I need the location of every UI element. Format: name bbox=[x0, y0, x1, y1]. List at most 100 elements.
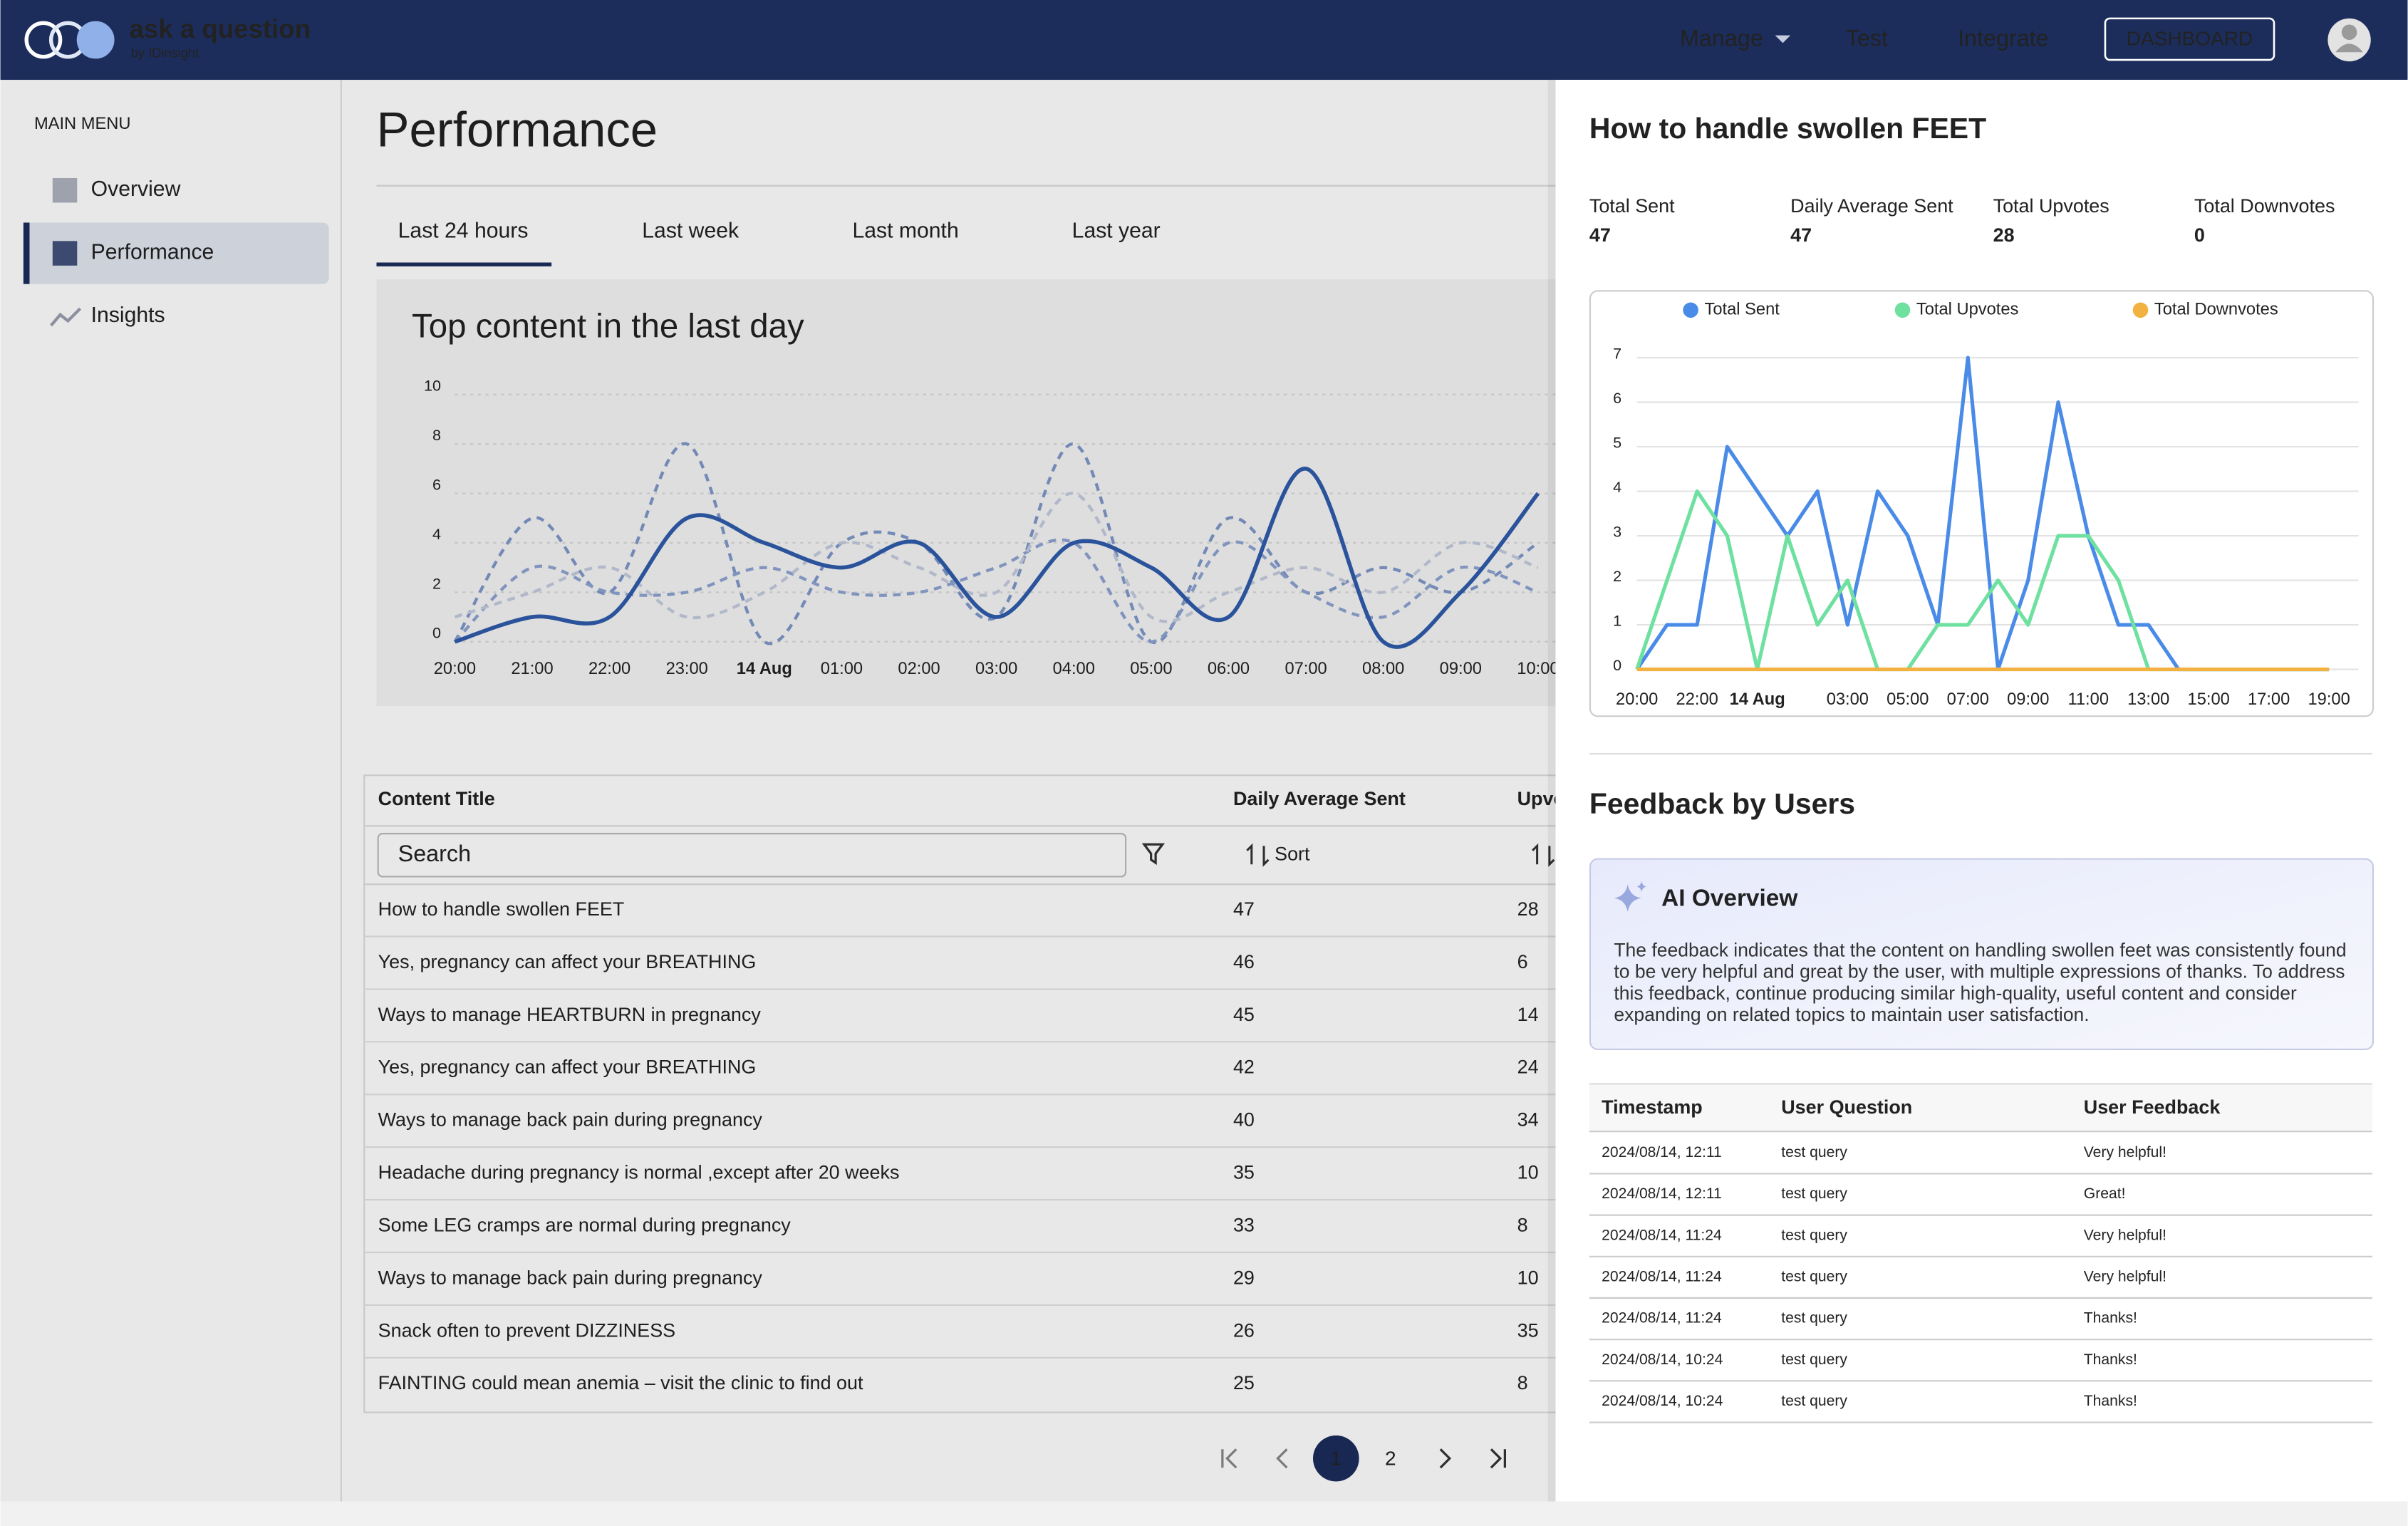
menu-item[interactable]: Performance bbox=[91, 241, 214, 264]
table-cell: Very helpful! bbox=[2084, 1227, 2166, 1243]
brand-name: ask a question bbox=[130, 14, 311, 43]
tab[interactable]: Last 24 hours bbox=[398, 219, 529, 242]
table-cell: 2024/08/14, 12:11 bbox=[1602, 1185, 1722, 1202]
x-tick-label: 07:00 bbox=[1285, 660, 1327, 678]
page-nav-arrow[interactable] bbox=[1439, 1448, 1452, 1469]
page-nav-arrow[interactable] bbox=[1276, 1448, 1288, 1469]
table-cell: 35 bbox=[1233, 1162, 1255, 1183]
x-tick-label: 02:00 bbox=[898, 660, 940, 678]
table-cell: 40 bbox=[1233, 1109, 1255, 1131]
x-tick-label: 22:00 bbox=[588, 660, 630, 678]
column-header: User Feedback bbox=[2084, 1096, 2221, 1118]
legend-label: Total Downvotes bbox=[2154, 301, 2278, 319]
table-cell: Thanks! bbox=[2084, 1393, 2137, 1409]
table-cell: 47 bbox=[1233, 898, 1255, 920]
table-cell: 45 bbox=[1233, 1004, 1255, 1025]
table-cell: test query bbox=[1781, 1351, 1847, 1368]
table-cell: 2024/08/14, 11:24 bbox=[1602, 1227, 1722, 1243]
menu-item-selected-bar bbox=[23, 222, 30, 284]
y-tick-label: 4 bbox=[1613, 479, 1621, 496]
legend-swatch bbox=[2132, 302, 2149, 318]
sort-label[interactable]: Sort bbox=[1275, 843, 1310, 864]
x-tick-label: 15:00 bbox=[2188, 690, 2230, 709]
nav-link[interactable]: Test bbox=[1846, 26, 1888, 51]
x-tick-label: 09:00 bbox=[1440, 660, 1482, 678]
table-cell[interactable]: Yes, pregnancy can affect your BREATHING bbox=[378, 1057, 757, 1078]
table-cell[interactable]: FAINTING could mean anemia – visit the c… bbox=[378, 1372, 863, 1393]
y-tick-label: 4 bbox=[432, 526, 441, 543]
filter-icon[interactable] bbox=[1141, 843, 1166, 866]
y-tick-label: 5 bbox=[1613, 434, 1621, 451]
table-cell: Thanks! bbox=[2084, 1310, 2137, 1327]
table-cell[interactable]: Ways to manage back pain during pregnanc… bbox=[378, 1109, 763, 1131]
tab[interactable]: Last week bbox=[642, 219, 739, 242]
y-tick-label: 1 bbox=[1613, 612, 1621, 629]
table-cell: 2024/08/14, 11:24 bbox=[1602, 1268, 1722, 1284]
menu-item[interactable]: Overview bbox=[91, 177, 181, 201]
table-cell[interactable]: Ways to manage back pain during pregnanc… bbox=[378, 1267, 763, 1288]
table-cell: Very helpful! bbox=[2084, 1268, 2166, 1284]
y-tick-label: 0 bbox=[432, 625, 441, 642]
brand-byline: by IDinsight bbox=[131, 45, 199, 60]
table-cell: 25 bbox=[1233, 1372, 1255, 1393]
table-cell: 8 bbox=[1517, 1372, 1528, 1393]
y-tick-label: 6 bbox=[1613, 390, 1621, 407]
table-cell: 10 bbox=[1517, 1267, 1539, 1288]
sort-icon[interactable] bbox=[1532, 843, 1555, 867]
search-placeholder[interactable]: Search bbox=[398, 841, 471, 866]
table-cell[interactable]: Some LEG cramps are normal during pregna… bbox=[378, 1214, 792, 1235]
stat-value: 0 bbox=[2194, 224, 2205, 246]
tab[interactable]: Last year bbox=[1072, 219, 1161, 242]
column-header: Content Title bbox=[378, 788, 495, 809]
table-cell: 2024/08/14, 10:24 bbox=[1602, 1351, 1723, 1368]
chart-card bbox=[376, 279, 1574, 707]
table-cell: test query bbox=[1781, 1268, 1847, 1284]
x-tick-label: 08:00 bbox=[1362, 660, 1404, 678]
table-cell: 10 bbox=[1517, 1162, 1539, 1183]
table-cell: 26 bbox=[1233, 1319, 1255, 1341]
table-cell[interactable]: Yes, pregnancy can affect your BREATHING bbox=[378, 951, 757, 972]
column-header: User Question bbox=[1781, 1096, 1912, 1118]
stat-label: Total Sent bbox=[1589, 195, 1675, 217]
sort-icon[interactable] bbox=[1246, 843, 1270, 867]
section-title: Feedback by Users bbox=[1589, 787, 1855, 820]
series-line bbox=[453, 442, 1540, 645]
table-cell[interactable]: Snack often to prevent DIZZINESS bbox=[378, 1319, 675, 1341]
x-tick-label: 21:00 bbox=[511, 660, 553, 678]
legend-swatch bbox=[1894, 302, 1911, 318]
page-number[interactable]: 1 bbox=[1331, 1448, 1342, 1470]
ai-overview-title: AI Overview bbox=[1661, 886, 1798, 912]
ai-overview-card bbox=[1589, 858, 2375, 1050]
stat-value: 47 bbox=[1589, 224, 1611, 246]
table-cell[interactable]: Ways to manage HEARTBURN in pregnancy bbox=[378, 1004, 762, 1025]
x-tick-label: 05:00 bbox=[1130, 660, 1172, 678]
x-tick-label: 03:00 bbox=[1827, 690, 1869, 709]
x-tick-label: 01:00 bbox=[821, 660, 863, 678]
column-header: Daily Average Sent bbox=[1233, 788, 1406, 809]
nav-link[interactable]: Manage bbox=[1680, 26, 1763, 51]
x-tick-label: 10:00 bbox=[1517, 660, 1559, 678]
table-cell: 33 bbox=[1233, 1214, 1255, 1235]
x-tick-label: 05:00 bbox=[1887, 690, 1929, 709]
dashboard-button[interactable] bbox=[2104, 17, 2275, 61]
x-tick-label: 17:00 bbox=[2248, 690, 2290, 709]
table-cell: 34 bbox=[1517, 1109, 1539, 1131]
search-input[interactable] bbox=[377, 833, 1127, 878]
page-nav-arrow[interactable] bbox=[1490, 1448, 1506, 1469]
table-cell: 14 bbox=[1517, 1004, 1539, 1025]
table-cell: test query bbox=[1781, 1144, 1847, 1161]
table-cell[interactable]: How to handle swollen FEET bbox=[378, 898, 625, 920]
sparkle-icon bbox=[1614, 881, 1646, 913]
table-cell: 29 bbox=[1233, 1267, 1255, 1288]
menu-icon bbox=[52, 241, 78, 266]
tab[interactable]: Last month bbox=[853, 219, 959, 242]
dropdown-caret bbox=[1775, 35, 1791, 43]
table-cell[interactable]: Headache during pregnancy is normal ,exc… bbox=[378, 1162, 900, 1183]
avatar-body bbox=[2335, 43, 2363, 53]
nav-link[interactable]: Integrate bbox=[1958, 26, 2049, 51]
page-number[interactable]: 2 bbox=[1385, 1448, 1396, 1470]
page-nav-arrow[interactable] bbox=[1221, 1448, 1237, 1469]
dashboard-button-label[interactable]: DASHBOARD bbox=[2127, 27, 2253, 49]
table-cell: Very helpful! bbox=[2084, 1144, 2166, 1161]
menu-item[interactable]: Insights bbox=[91, 303, 165, 327]
